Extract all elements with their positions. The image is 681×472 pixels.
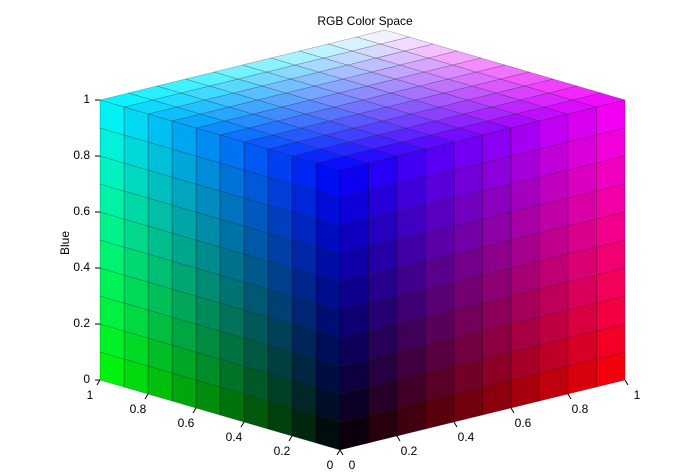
- x-tick: [396, 435, 401, 442]
- y-tick-label: 1: [87, 388, 94, 402]
- y-tick: [240, 421, 245, 428]
- y-tick: [192, 407, 197, 414]
- z-tick-label: 0.4: [73, 260, 90, 274]
- x-tick-label: 1: [634, 388, 641, 402]
- cell: [355, 29, 411, 45]
- x-tick: [453, 421, 458, 428]
- x-tick-label: 0.8: [572, 402, 589, 416]
- z-tick-label: 0: [83, 372, 90, 386]
- x-tick-label: 0.4: [458, 430, 475, 444]
- y-tick: [288, 435, 293, 442]
- y-tick: [144, 393, 149, 400]
- x-tick: [510, 407, 515, 414]
- chart-title: RGB Color Space: [317, 14, 413, 28]
- x-tick-label: 0: [349, 458, 356, 472]
- z-tick-label: 0.8: [73, 148, 90, 162]
- x-tick-label: 0.2: [401, 444, 418, 458]
- y-tick: [96, 379, 101, 386]
- y-tick-label: 0.8: [130, 402, 147, 416]
- z-axis-label: Blue: [58, 231, 72, 255]
- cell: [596, 99, 626, 136]
- y-tick-label: 0.6: [178, 416, 195, 430]
- y-tick-label: 0.4: [226, 430, 243, 444]
- x-tick: [567, 393, 572, 400]
- y-tick-label: 0.2: [274, 444, 291, 458]
- z-tick-label: 0.6: [73, 204, 90, 218]
- y-tick: [336, 449, 341, 456]
- x-tick: [624, 379, 629, 386]
- y-tick-label: 0: [327, 458, 334, 472]
- x-tick: [339, 449, 344, 456]
- z-tick-label: 0.2: [73, 316, 90, 330]
- z-tick-label: 1: [83, 92, 90, 106]
- x-tick-label: 0.6: [515, 416, 532, 430]
